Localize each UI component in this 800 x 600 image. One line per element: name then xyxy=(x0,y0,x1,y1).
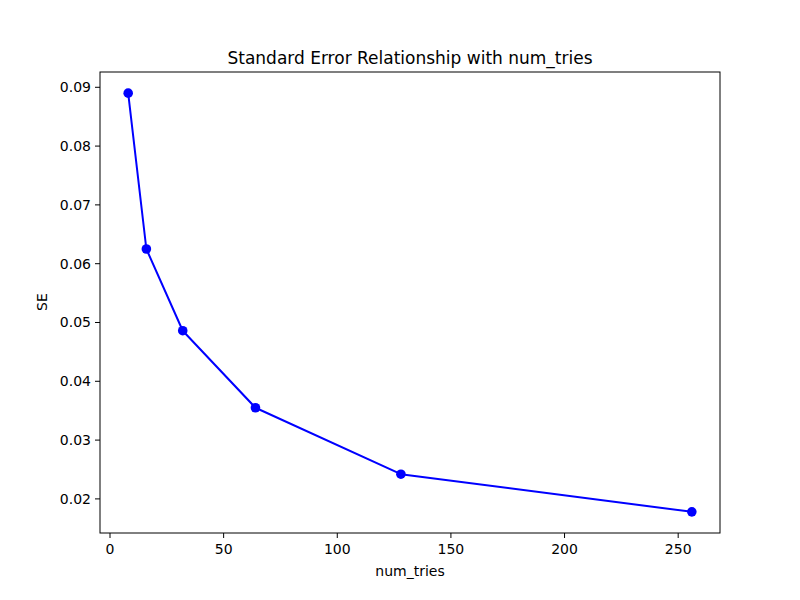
y-tick-label: 0.08 xyxy=(60,138,91,154)
y-tick-label: 0.04 xyxy=(60,373,91,389)
y-tick-label: 0.06 xyxy=(60,256,91,272)
data-point xyxy=(123,88,133,98)
data-point xyxy=(396,469,406,479)
x-tick-label: 150 xyxy=(438,541,465,557)
data-point xyxy=(251,403,261,413)
x-axis-label: num_tries xyxy=(375,563,444,579)
figure: 0 50 100 150 200 250 0.02 0.03 0.04 0.05 0.06 0.07 0… xyxy=(0,0,800,600)
y-tick-label: 0.05 xyxy=(60,314,91,330)
data-point xyxy=(142,244,152,254)
chart-title: Standard Error Relationship with num_tri… xyxy=(227,48,592,69)
data-point xyxy=(687,507,697,517)
y-tick-label: 0.02 xyxy=(60,491,91,507)
x-tick-label: 0 xyxy=(106,541,115,557)
y-axis-label: SE xyxy=(34,293,50,311)
x-tick-label: 200 xyxy=(551,541,578,557)
y-tick-label: 0.03 xyxy=(60,432,91,448)
y-tick-label: 0.09 xyxy=(60,79,91,95)
x-tick-label: 250 xyxy=(665,541,692,557)
line-chart: 0 50 100 150 200 250 0.02 0.03 0.04 0.05 0.06 0.07 0… xyxy=(0,0,800,600)
x-tick-label: 100 xyxy=(324,541,351,557)
x-tick-label: 50 xyxy=(215,541,233,557)
plot-border xyxy=(100,72,720,533)
y-tick-label: 0.07 xyxy=(60,197,91,213)
data-point xyxy=(178,326,188,336)
